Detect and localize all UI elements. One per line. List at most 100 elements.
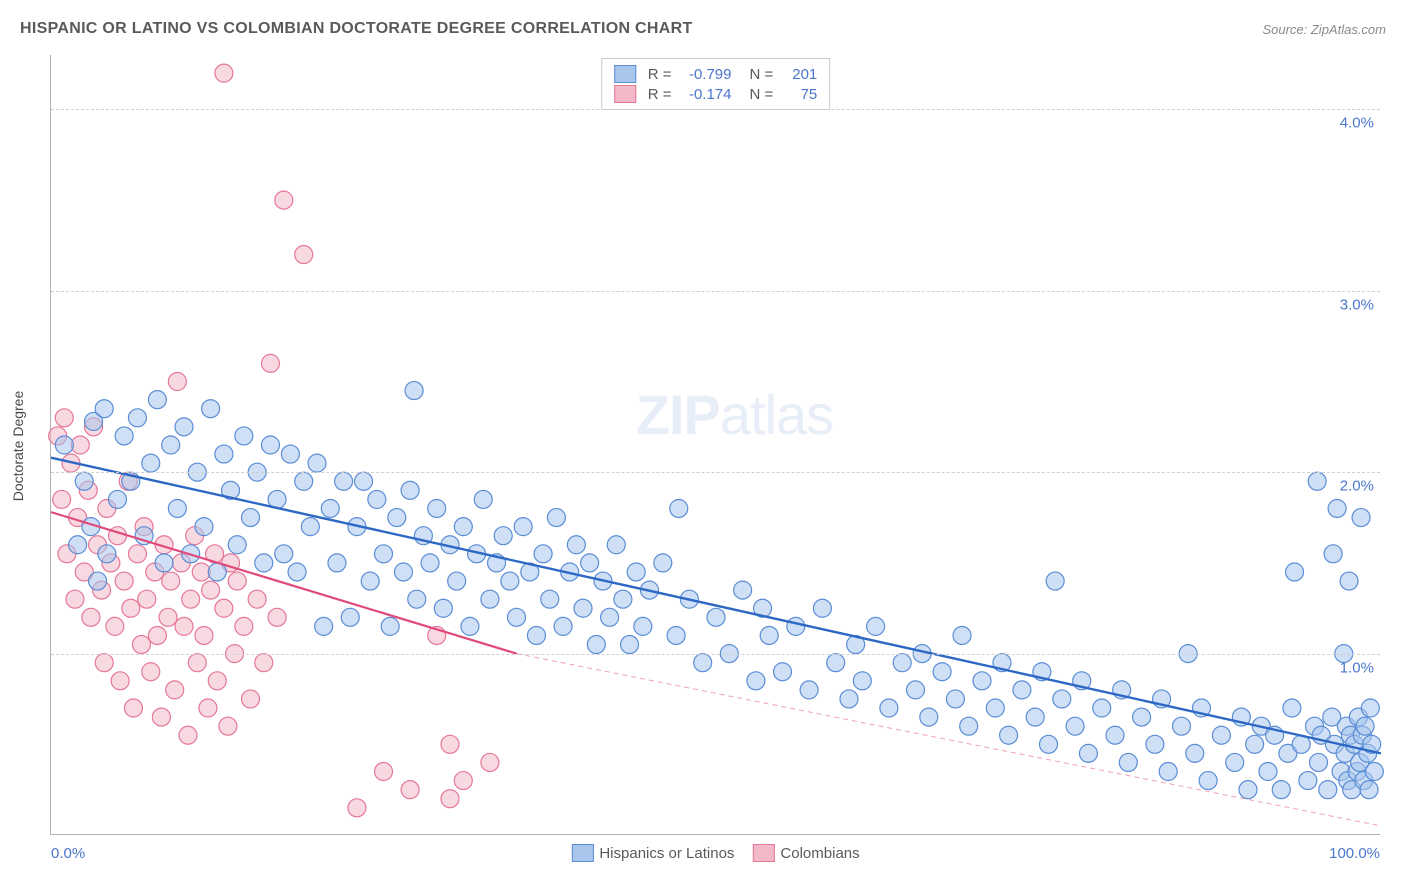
hispanics-point — [1186, 744, 1204, 762]
colombians-point — [348, 799, 366, 817]
colombians-point — [162, 572, 180, 590]
colombians-point — [148, 626, 166, 644]
hispanics-point — [128, 409, 146, 427]
hispanics-point — [867, 617, 885, 635]
hispanics-point — [508, 608, 526, 626]
hispanics-point — [55, 436, 73, 454]
hispanics-point — [774, 663, 792, 681]
hispanics-point — [541, 590, 559, 608]
hispanics-point — [474, 490, 492, 508]
hispanics-point — [621, 636, 639, 654]
hispanics-point — [335, 472, 353, 490]
hispanics-point — [527, 626, 545, 644]
hispanics-point — [328, 554, 346, 572]
hispanics-point — [840, 690, 858, 708]
hispanics-point — [787, 617, 805, 635]
hispanics-point — [1173, 717, 1191, 735]
legend-r-value: -0.174 — [680, 86, 732, 103]
y-tick-label: 3.0% — [1340, 296, 1374, 313]
legend-n-label: N = — [750, 86, 774, 103]
colombians-point — [66, 590, 84, 608]
colombians-point — [441, 790, 459, 808]
colombians-point — [215, 599, 233, 617]
hispanics-point — [315, 617, 333, 635]
hispanics-point — [321, 499, 339, 517]
hispanics-point — [1299, 772, 1317, 790]
colombians-point — [168, 373, 186, 391]
hispanics-point — [800, 681, 818, 699]
hispanics-point — [1146, 735, 1164, 753]
hispanics-point — [1119, 753, 1137, 771]
hispanics-point — [534, 545, 552, 563]
hispanics-point — [880, 699, 898, 717]
hispanics-point — [434, 599, 452, 617]
hispanics-point — [142, 454, 160, 472]
y-tick-label: 2.0% — [1340, 478, 1374, 495]
hispanics-point — [1319, 781, 1337, 799]
hispanics-point — [461, 617, 479, 635]
x-tick-label: 0.0% — [51, 845, 85, 862]
colombians-point — [441, 735, 459, 753]
series-legend-item-hispanics: Hispanics or Latinos — [571, 844, 734, 862]
hispanics-point — [381, 617, 399, 635]
colombians-point — [242, 690, 260, 708]
hispanics-point — [973, 672, 991, 690]
hispanics-point — [109, 490, 127, 508]
colombians-point — [192, 563, 210, 581]
colombians-point — [275, 191, 293, 209]
legend-swatch-icon — [571, 844, 593, 862]
series-legend: Hispanics or Latinos Colombians — [571, 844, 859, 862]
hispanics-point — [89, 572, 107, 590]
hispanics-point — [654, 554, 672, 572]
colombians-point — [261, 354, 279, 372]
colombians-point — [182, 590, 200, 608]
hispanics-point — [627, 563, 645, 581]
hispanics-point — [734, 581, 752, 599]
hispanics-point — [242, 509, 260, 527]
hispanics-point — [501, 572, 519, 590]
hispanics-point — [308, 454, 326, 472]
chart-plot-area: ZIPatlas R =-0.799N =201R =-0.174N =75 H… — [50, 55, 1380, 835]
hispanics-point — [1239, 781, 1257, 799]
legend-row-hispanics: R =-0.799N =201 — [614, 64, 818, 84]
hispanics-point — [907, 681, 925, 699]
colombians-point — [132, 636, 150, 654]
colombians-point — [375, 763, 393, 781]
hispanics-point — [634, 617, 652, 635]
y-tick-label: 1.0% — [1340, 659, 1374, 676]
hispanics-point — [454, 518, 472, 536]
hispanics-point — [893, 654, 911, 672]
hispanics-point — [1272, 781, 1290, 799]
hispanics-point — [960, 717, 978, 735]
hispanics-point — [95, 400, 113, 418]
hispanics-point — [361, 572, 379, 590]
hispanics-point — [587, 636, 605, 654]
hispanics-point — [1026, 708, 1044, 726]
hispanics-point — [1133, 708, 1151, 726]
hispanics-point — [341, 608, 359, 626]
hispanics-point — [202, 400, 220, 418]
colombians-point — [199, 699, 217, 717]
hispanics-point — [281, 445, 299, 463]
hispanics-point — [401, 481, 419, 499]
legend-row-colombians: R =-0.174N =75 — [614, 84, 818, 104]
hispanics-point — [481, 590, 499, 608]
hispanics-point — [1046, 572, 1064, 590]
hispanics-point — [986, 699, 1004, 717]
y-axis-label: Doctorate Degree — [10, 391, 26, 502]
series-legend-label: Colombians — [780, 845, 859, 862]
colombians-point — [159, 608, 177, 626]
hispanics-point — [1259, 763, 1277, 781]
hispanics-point — [255, 554, 273, 572]
hispanics-point — [694, 654, 712, 672]
hispanics-point — [1324, 545, 1342, 563]
hispanics-point — [1066, 717, 1084, 735]
hispanics-point — [1079, 744, 1097, 762]
colombians-point — [228, 572, 246, 590]
colombians-point — [122, 599, 140, 617]
legend-n-label: N = — [750, 66, 774, 83]
hispanics-point — [581, 554, 599, 572]
gridline — [51, 109, 1380, 110]
x-tick-label: 100.0% — [1329, 845, 1380, 862]
hispanics-point — [933, 663, 951, 681]
